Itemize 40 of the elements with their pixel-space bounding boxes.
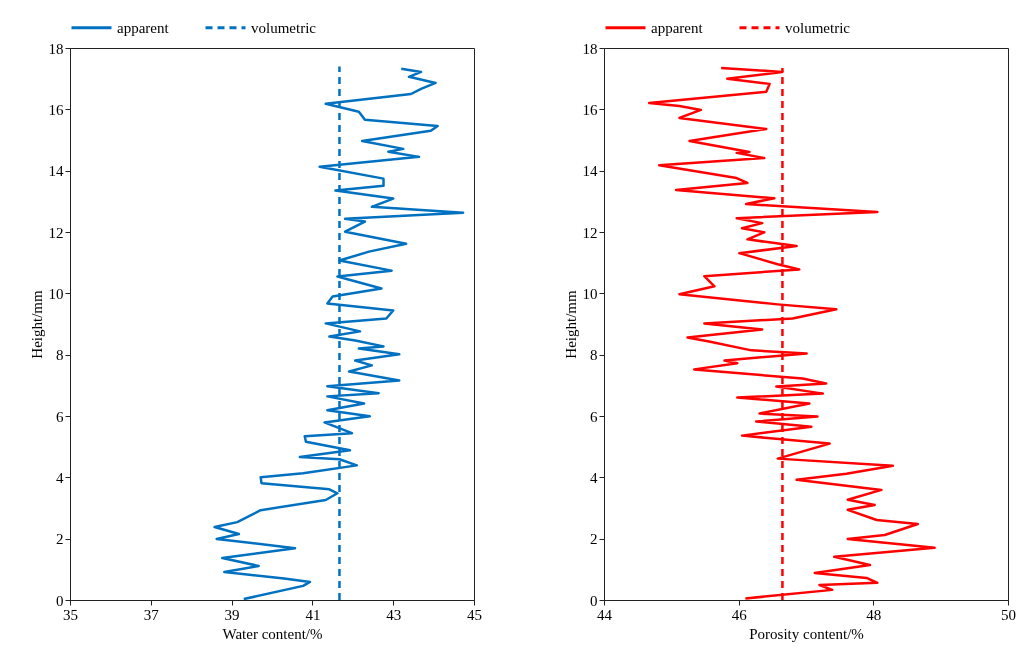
y-tick-label: 2	[56, 531, 64, 548]
y-tick-label: 2	[590, 531, 598, 548]
x-tick-label: 50	[1001, 606, 1016, 623]
y-tick-label: 10	[48, 285, 64, 302]
y-tick-label: 12	[48, 224, 64, 241]
y-tick-label: 6	[590, 408, 598, 425]
y-tick-label: 0	[56, 592, 64, 609]
x-tick-label: 35	[63, 606, 78, 623]
y-tick-label: 8	[590, 347, 598, 364]
legend-label: volumetric	[785, 19, 851, 36]
x-tick-label: 46	[731, 606, 748, 623]
y-tick-label: 10	[582, 285, 598, 302]
y-tick-label: 14	[48, 163, 64, 180]
y-axis-title: Height/mm	[28, 290, 45, 359]
y-tick-label: 6	[56, 408, 64, 425]
y-tick-label: 14	[582, 163, 598, 180]
y-tick-label: 4	[590, 469, 598, 486]
x-tick-label: 43	[386, 606, 402, 623]
x-tick-label: 45	[467, 606, 482, 623]
x-tick-label: 37	[143, 606, 160, 623]
y-tick-label: 0	[590, 592, 598, 609]
legend-label: volumetric	[251, 19, 317, 36]
x-axis-title: Porosity content/%	[749, 625, 864, 642]
y-axis-title: Height/mm	[562, 290, 579, 359]
y-tick-label: 16	[48, 101, 64, 118]
y-tick-label: 8	[56, 347, 64, 364]
x-tick-label: 39	[224, 606, 240, 623]
x-tick-label: 41	[305, 606, 321, 623]
y-tick-label: 16	[582, 101, 598, 118]
y-tick-label: 12	[582, 224, 598, 241]
line-series	[213, 67, 465, 600]
y-tick-label: 18	[582, 40, 598, 57]
line-series	[647, 66, 936, 600]
y-tick-label: 4	[56, 469, 64, 486]
y-tick-label: 18	[48, 40, 64, 57]
x-axis-title: Water content/%	[222, 625, 323, 642]
legend-label: apparent	[651, 19, 704, 36]
x-tick-label: 44	[597, 606, 613, 623]
x-tick-label: 48	[866, 606, 882, 623]
legend-label: apparent	[117, 19, 170, 36]
